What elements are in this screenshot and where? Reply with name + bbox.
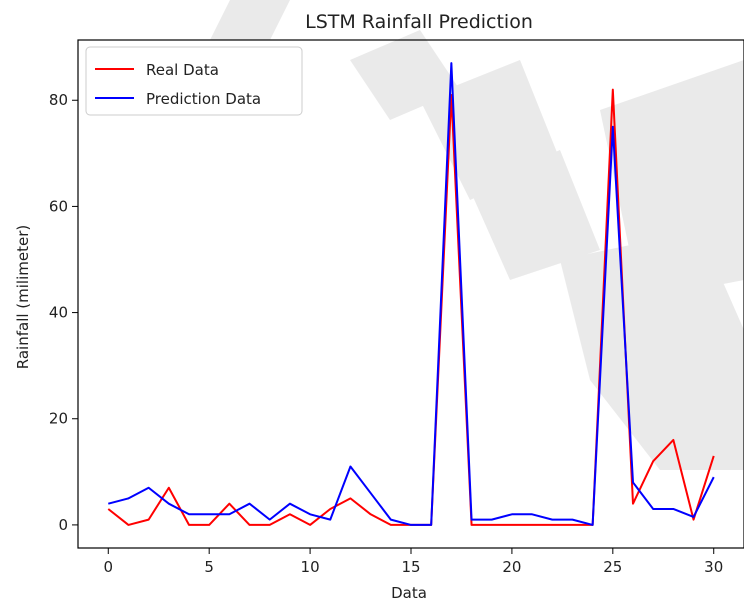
- x-tick-label: 30: [704, 558, 723, 576]
- legend-label-real-data: Real Data: [146, 61, 219, 79]
- y-tick-label: 60: [49, 197, 68, 215]
- series-line-prediction-data: [108, 62, 715, 526]
- y-tick-label: 0: [58, 516, 68, 534]
- x-tick-label: 15: [401, 558, 420, 576]
- y-tick-label: 40: [49, 304, 68, 322]
- y-axis-label: Rainfall (milimeter): [14, 225, 32, 369]
- x-tick-label: 20: [502, 558, 521, 576]
- x-tick-label: 10: [301, 558, 320, 576]
- y-tick-label: 80: [49, 91, 68, 109]
- x-axis: 0 5 10 15 20 25 30: [103, 548, 723, 576]
- legend-box: [85, 46, 303, 116]
- plot-lines: [107, 62, 715, 526]
- x-tick-label: 5: [204, 558, 214, 576]
- x-axis-label: Data: [391, 584, 427, 602]
- chart-title: LSTM Rainfall Prediction: [305, 11, 533, 33]
- x-tick-label: 25: [603, 558, 622, 576]
- legend: Real Data Prediction Data: [85, 46, 303, 116]
- y-axis: 0 20 40 60 80: [49, 91, 78, 534]
- x-tick-label: 0: [103, 558, 113, 576]
- y-tick-label: 20: [49, 410, 68, 428]
- legend-label-prediction-data: Prediction Data: [146, 90, 261, 108]
